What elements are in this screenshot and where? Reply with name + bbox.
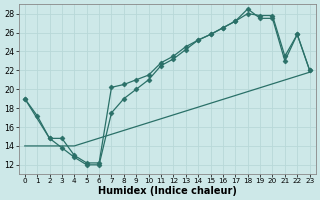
X-axis label: Humidex (Indice chaleur): Humidex (Indice chaleur) <box>98 186 237 196</box>
